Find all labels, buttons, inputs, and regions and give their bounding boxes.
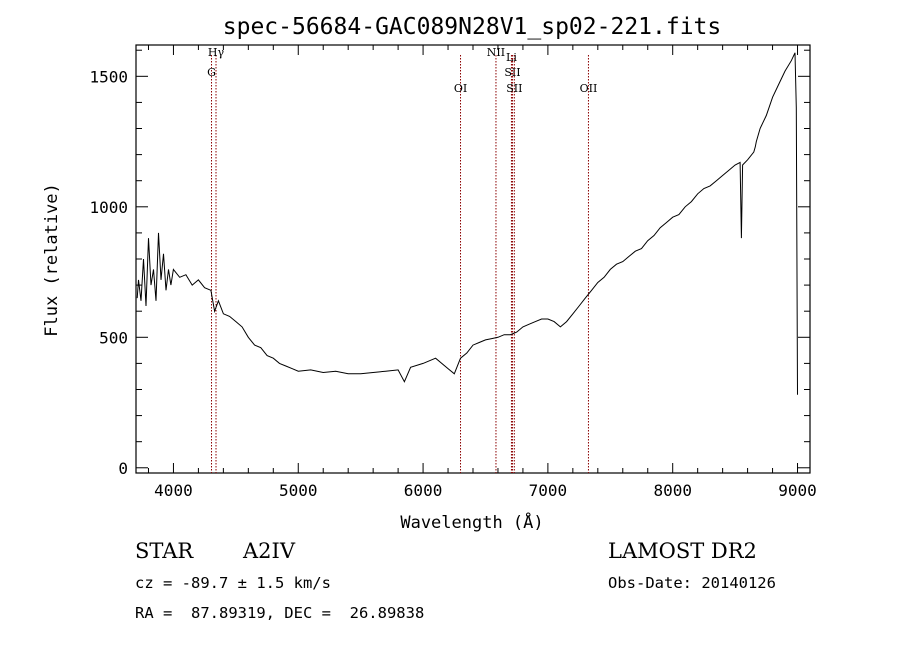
y-tick-label: 1000 [89,198,128,217]
spectrum-line [136,52,798,395]
marker-label: G [207,66,216,79]
object-class: STAR [135,539,194,563]
marker-label: NII [487,46,505,59]
marker-label: Hγ [208,46,225,59]
sky-coordinates: RA = 87.89319, DEC = 26.89838 [135,604,425,622]
marker-label: SII [504,66,520,79]
redshift-velocity: cz = -89.7 ± 1.5 km/s [135,574,331,592]
x-tick-label: 6000 [404,481,443,500]
x-axis-label: Wavelength (Å) [400,511,543,533]
marker-label: OI [454,82,467,95]
x-tick-label: 4000 [154,481,193,500]
y-tick-label: 0 [118,459,128,478]
y-axis-label: Flux (relative) [42,183,62,337]
spectral-subclass: A2IV [243,539,295,563]
y-tick-label: 500 [99,328,128,347]
y-tick-label: 1500 [89,67,128,86]
axis-ticks: 4000 5000 6000 7000 8000 9000 0 500 1000 1500 [89,45,817,500]
x-tick-label: 7000 [529,481,568,500]
x-tick-label: 8000 [653,481,692,500]
marker-label: Li [506,51,517,64]
x-tick-label: 5000 [279,481,318,500]
marker-label: SII [506,82,522,95]
chart-title: spec-56684-GAC089N28V1_sp02-221.fits [223,14,722,40]
plot-frame [135,44,811,474]
line-markers: Hγ G OI NII Li SII SII OII [207,46,597,473]
marker-label: OII [580,82,598,95]
x-tick-label: 9000 [778,481,817,500]
observation-date: Obs-Date: 20140126 [608,574,776,592]
survey-name: LAMOST DR2 [608,539,757,563]
